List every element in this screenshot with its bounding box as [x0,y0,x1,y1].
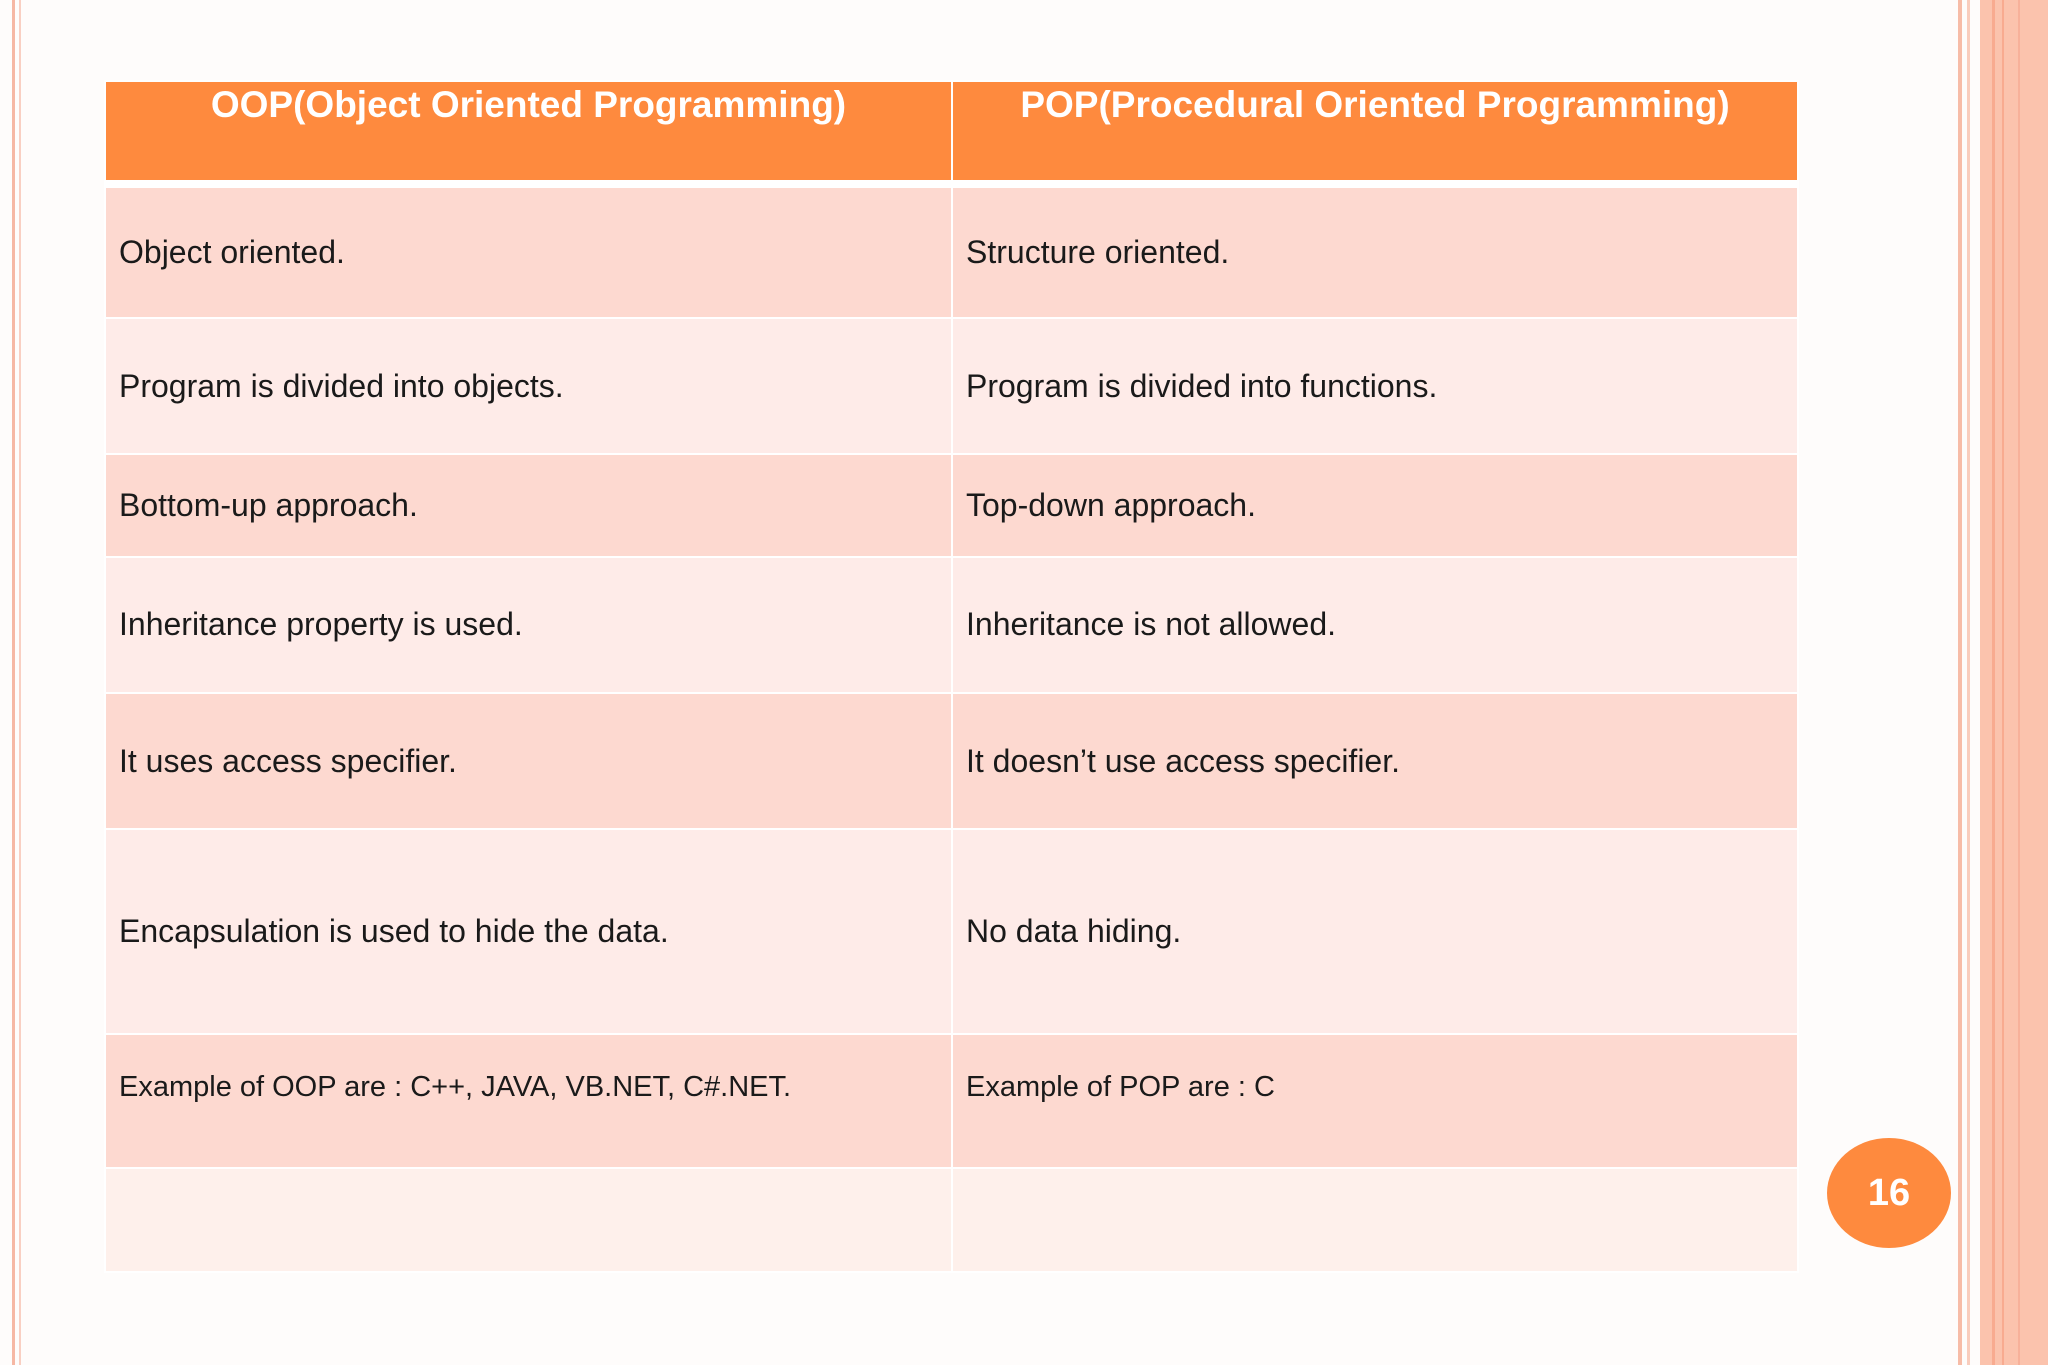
table-row: Encapsulation is used to hide the data. … [104,828,1799,1035]
table-cell: Inheritance property is used. [104,555,953,694]
table-cell: Object oriented. [104,182,953,320]
right-border-band [1980,0,2048,1365]
table-cell: Top-down approach. [951,453,1799,558]
right-border-line [2002,0,2004,1365]
table-row: Object oriented. Structure oriented. [104,182,1799,320]
table-cell: Structure oriented. [951,182,1799,320]
table-row: Bottom-up approach. Top-down approach. [104,453,1799,558]
table-cell: Program is divided into functions. [951,317,1799,456]
table-cell: It doesn’t use access specifier. [951,691,1799,831]
table-cell: Example of OOP are : C++, JAVA, VB.NET, … [104,1032,953,1169]
table-cell: Encapsulation is used to hide the data. [104,828,953,1035]
right-border-line [1958,0,1962,1365]
table-cell: No data hiding. [951,828,1799,1035]
table-row: It uses access specifier. It doesn’t use… [104,691,1799,831]
table-row: Program is divided into objects. Program… [104,317,1799,456]
table-cell: Program is divided into objects. [104,317,953,456]
comparison-table: OOP(Object Oriented Programming) POP(Pro… [104,80,1799,1274]
right-border-line [2018,0,2020,1365]
table-cell [104,1166,953,1274]
header-pop: POP(Procedural Oriented Programming) [951,80,1799,188]
left-border-line [12,0,15,1365]
table-cell: Bottom-up approach. [104,453,953,558]
right-border-line [1992,0,1995,1365]
table-cell: Inheritance is not allowed. [951,555,1799,694]
left-border-line [19,0,21,1365]
page-number-badge: 16 [1827,1138,1951,1248]
table-row [104,1166,1799,1274]
table-header-row: OOP(Object Oriented Programming) POP(Pro… [104,80,1799,188]
table-cell: Example of POP are : C [951,1032,1799,1169]
table-cell: It uses access specifier. [104,691,953,831]
right-border-line [1967,0,1970,1365]
header-oop: OOP(Object Oriented Programming) [104,80,953,188]
table-row: Example of OOP are : C++, JAVA, VB.NET, … [104,1032,1799,1169]
table-cell [951,1166,1799,1274]
table-row: Inheritance property is used. Inheritanc… [104,555,1799,694]
